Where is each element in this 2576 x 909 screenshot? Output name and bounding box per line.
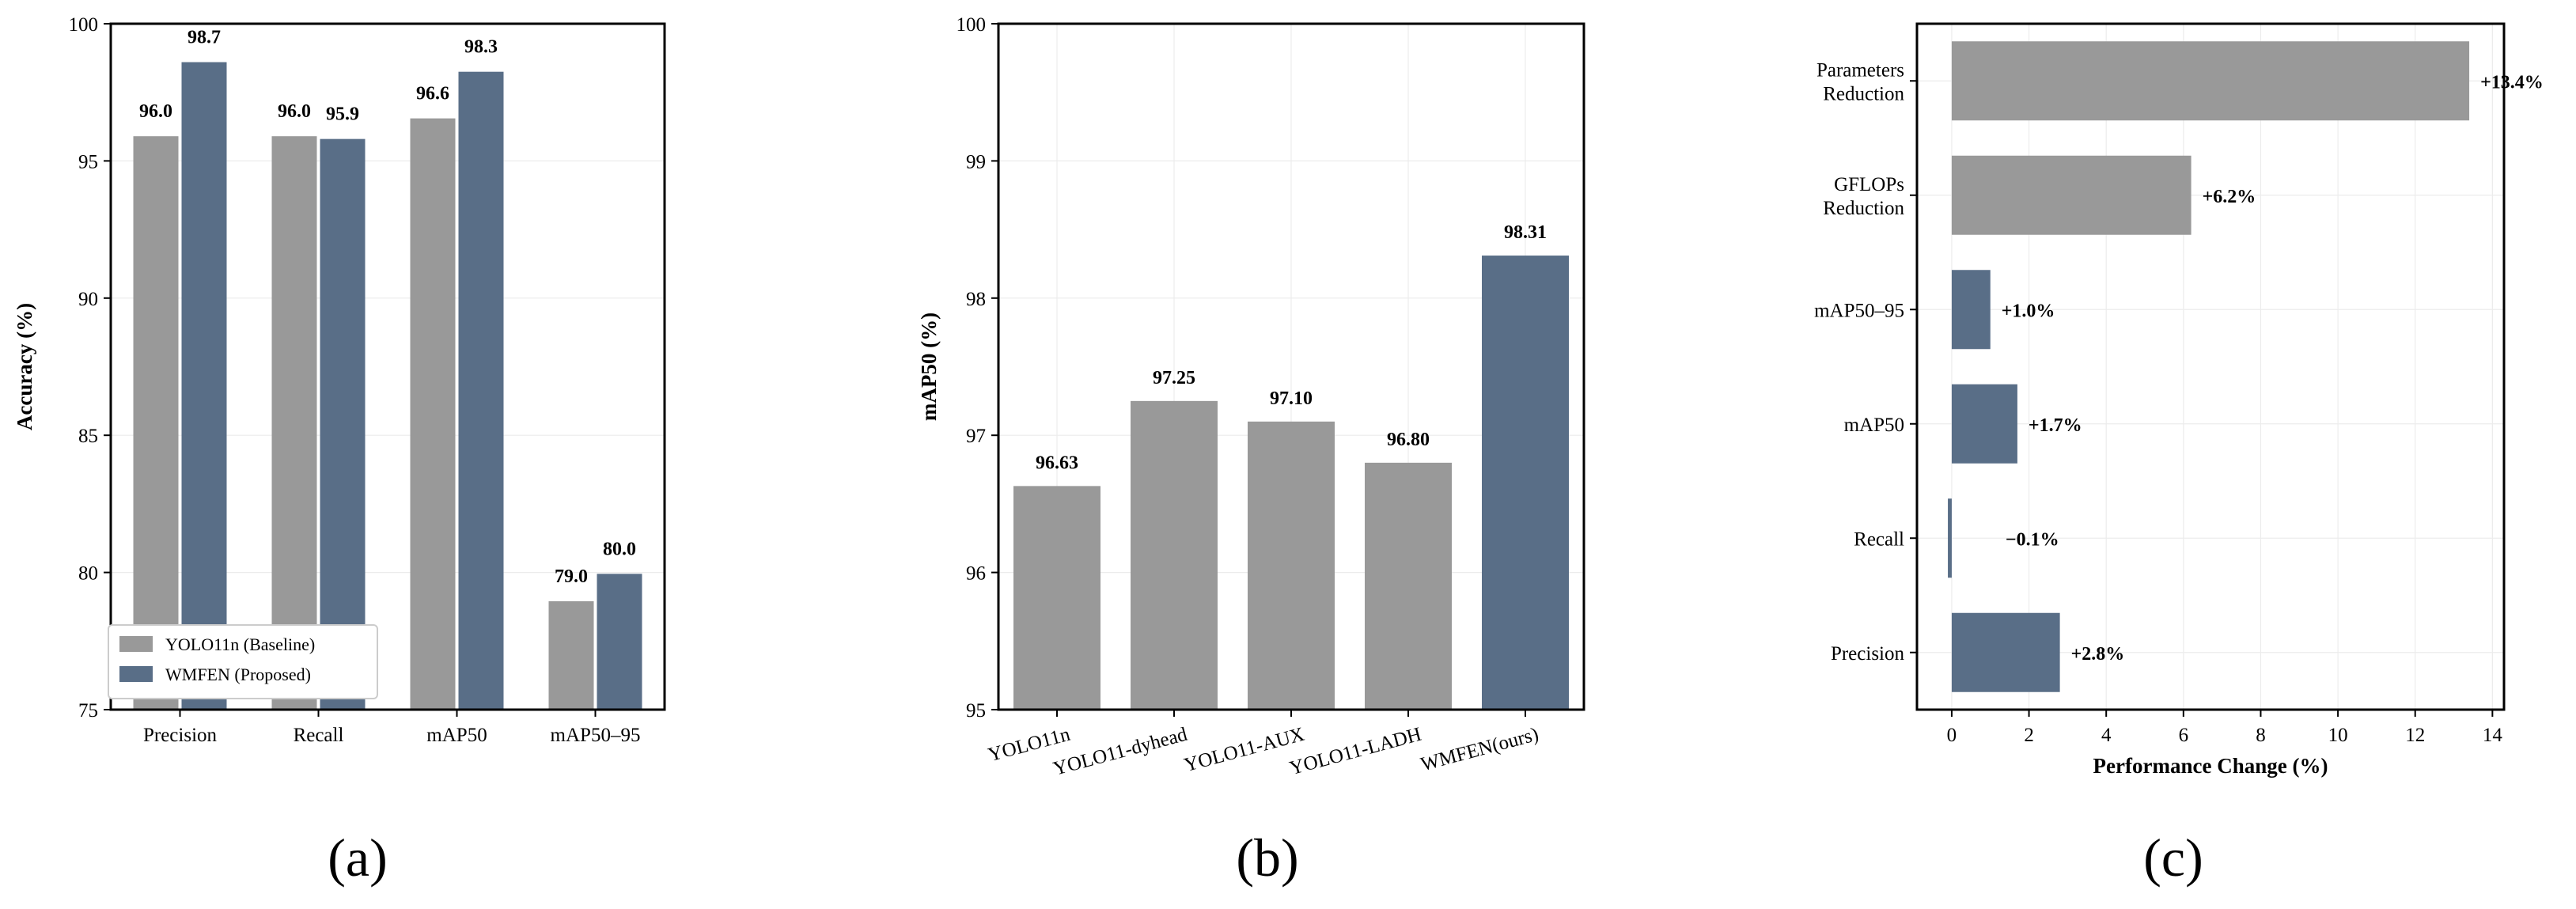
legend-swatch	[119, 636, 153, 652]
bar	[1951, 155, 2191, 235]
x-tick-label: Precision	[143, 725, 218, 746]
bar	[1951, 270, 1991, 350]
data-label: 95.9	[326, 104, 359, 125]
y-tick-label: 96	[966, 563, 986, 585]
y-tick-label: 98	[966, 289, 986, 310]
plot-frame	[1915, 22, 2506, 711]
y-tick-label: 95	[78, 151, 98, 172]
data-label: 97.25	[1153, 368, 1195, 388]
x-tick-label: YOLO11-LADH	[1287, 724, 1423, 779]
legend-label: YOLO11n (Baseline)	[165, 634, 315, 654]
y-tick-label: 80	[78, 563, 98, 585]
y-tick-label: Reduction	[1823, 83, 1904, 104]
y-tick-label: mAP50–95	[1814, 300, 1904, 321]
x-tick-label: 2	[2024, 725, 2034, 746]
legend-swatch	[119, 666, 153, 682]
y-axis-label: Accuracy (%)	[13, 303, 36, 430]
data-label: 98.7	[188, 28, 221, 48]
bar	[1951, 612, 2060, 692]
y-tick-label: 99	[966, 151, 986, 172]
y-tick-label: 75	[78, 700, 98, 722]
plot-frame	[109, 22, 666, 711]
bar	[320, 138, 366, 710]
chart-a: 75 80 85 90 95 100 Precision 96.0 98.7 Recall 96.0…	[13, 14, 666, 746]
bar	[1482, 256, 1569, 710]
bar	[133, 136, 179, 710]
y-tick-label: GFLOPs	[1834, 174, 1904, 195]
legend-box	[108, 624, 378, 699]
data-label: 96.63	[1036, 453, 1078, 473]
x-tick-label: 4	[2101, 725, 2112, 746]
y-tick-label: Precision	[1831, 643, 1905, 665]
y-tick-label: Parameters	[1816, 59, 1904, 81]
x-tick-label: Recall	[294, 725, 344, 746]
data-label: 96.0	[278, 101, 311, 122]
plot-frame	[997, 22, 1585, 711]
chart-b: 959697989910096.63YOLO11n97.25YOLO11-dyh…	[917, 14, 1585, 780]
bar	[1013, 486, 1100, 710]
y-tick-label: 85	[78, 426, 98, 447]
bar	[1951, 41, 2470, 121]
x-tick-label: 12	[2405, 725, 2425, 746]
panel-label-a: (a)	[328, 828, 387, 888]
x-tick-label: 8	[2256, 725, 2266, 746]
x-tick-label: 0	[1947, 725, 1957, 746]
y-tick-label: 90	[78, 289, 98, 310]
panel-label-b: (b)	[1236, 828, 1298, 888]
panel-label-c: (c)	[2143, 828, 2203, 888]
y-tick-label: 97	[966, 426, 986, 447]
bar	[271, 136, 317, 710]
y-tick-label: Recall	[1854, 528, 1904, 550]
bar	[597, 574, 642, 710]
data-label: 98.31	[1504, 222, 1547, 243]
data-label: +2.8%	[2071, 644, 2125, 665]
data-label: 98.3	[464, 37, 498, 58]
chart-c: 0 2 4 6 8 10 12 14+13.4%ParametersReduction+6.2…	[1814, 22, 2544, 778]
bar	[1951, 384, 2017, 464]
x-tick-label: YOLO11-dyhead	[1051, 724, 1190, 780]
x-tick-label: mAP50	[426, 725, 487, 746]
y-tick-label: Reduction	[1823, 198, 1904, 219]
bar	[410, 118, 456, 710]
x-tick-label: 6	[2179, 725, 2189, 746]
bar	[1248, 421, 1335, 710]
y-tick-label: mAP50	[1844, 415, 1904, 436]
x-tick-label: YOLO11-AUX	[1182, 724, 1307, 776]
data-label: +1.7%	[2029, 415, 2082, 436]
bar	[181, 62, 227, 710]
bar	[1365, 462, 1452, 710]
legend-label: WMFEN (Proposed)	[165, 665, 311, 684]
data-label: −0.1%	[2006, 529, 2059, 550]
bar	[1131, 400, 1218, 710]
data-label: 97.10	[1270, 388, 1313, 409]
x-tick-label: WMFEN(ours)	[1419, 724, 1541, 776]
data-label: 96.6	[416, 84, 449, 104]
data-label: 96.0	[139, 101, 172, 122]
data-label: 79.0	[555, 566, 588, 587]
data-label: 96.80	[1387, 430, 1430, 450]
y-tick-label: 95	[966, 700, 986, 722]
x-tick-label: 14	[2483, 725, 2503, 746]
bar	[1948, 498, 1952, 578]
x-tick-label: 10	[2328, 725, 2348, 746]
data-label: +13.4%	[2480, 72, 2544, 93]
y-tick-label: 100	[69, 14, 99, 36]
y-axis-label: mAP50 (%)	[917, 312, 941, 421]
bar	[458, 71, 504, 710]
data-label: +6.2%	[2203, 187, 2256, 207]
data-label: 80.0	[603, 539, 636, 559]
x-tick-label: mAP50–95	[551, 725, 641, 746]
data-label: +1.0%	[2002, 301, 2055, 321]
x-axis-label: Performance Change (%)	[2093, 754, 2328, 778]
y-tick-label: 100	[957, 14, 987, 36]
bar	[548, 601, 594, 710]
